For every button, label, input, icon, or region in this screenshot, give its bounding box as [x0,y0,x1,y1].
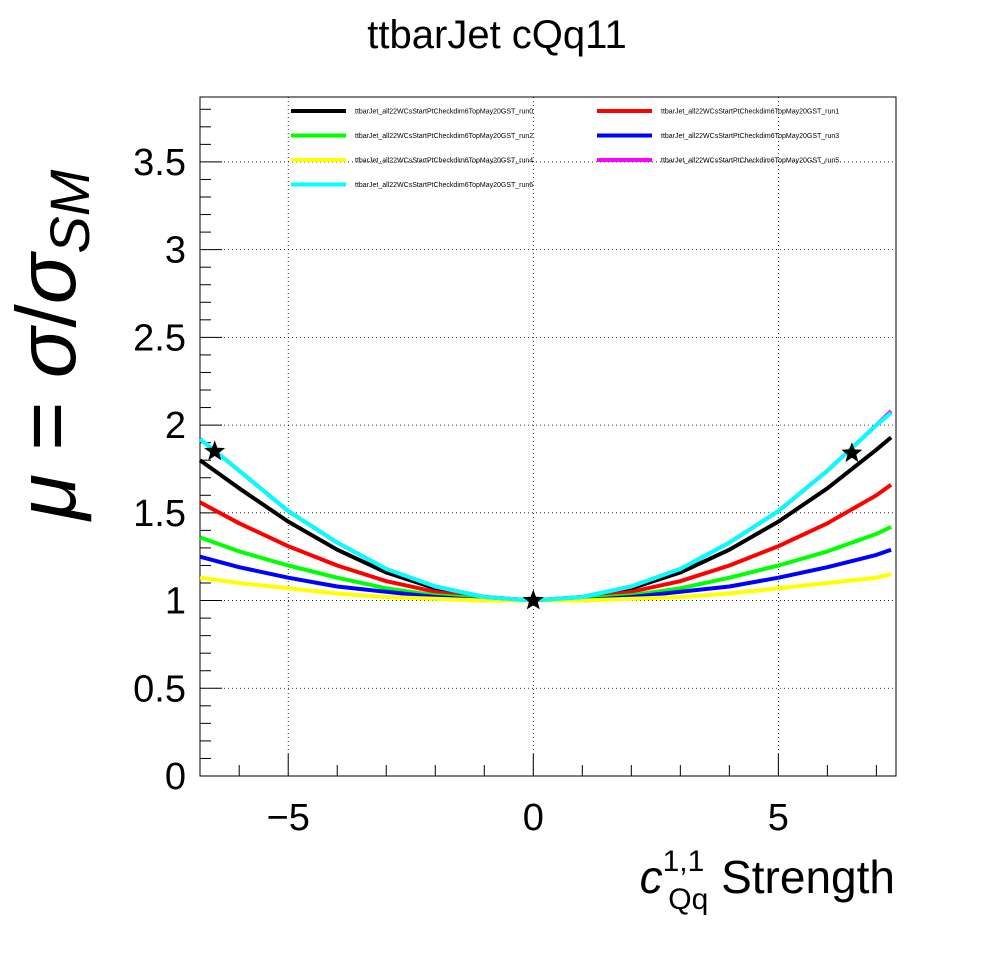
x-axis-superscript: 1,1 [663,845,705,878]
y-tick-label: 2.5 [133,317,186,359]
x-axis-label: c1,1 Qq Strength [640,845,895,916]
x-tick-label: 0 [523,797,544,839]
y-axis-equals: = [0,378,93,474]
series-group [198,409,893,603]
legend-label: ttbarJet_all22WCsStartPtCheckdim6TopMay2… [661,133,839,140]
star-marker [841,442,863,463]
y-axis-sigma: σ [0,324,93,378]
y-tick-label: 3.5 [133,142,186,184]
legend-label: ttbarJet_all22WCsStartPtCheckdim6TopMay2… [355,158,533,165]
legend-label: ttbarJet_all22WCsStartPtCheckdim6TopMay2… [661,109,839,116]
svg-text:μ = σ/σSM: μ = σ/σSM [0,169,101,522]
x-axis-suffix: Strength [708,851,895,903]
series-line [199,547,892,603]
legend-label: ttbarJet_all22WCsStartPtCheckdim6TopMay2… [355,109,533,116]
grid [200,97,896,776]
series-line [199,572,892,603]
y-axis-subscript: SM [38,169,101,253]
star-marker [204,440,226,461]
y-tick-label: 0 [165,756,186,798]
chart-title: ttbarJet cQq11 [367,13,626,57]
legend-label: ttbarJet_all22WCsStartPtCheckdim6TopMay2… [661,158,839,165]
y-axis-label: μ = σ/σSM [0,169,101,522]
legend-label: ttbarJet_all22WCsStartPtCheckdim6TopMay2… [355,133,533,140]
x-axis-symbol: c [640,851,663,903]
marker-group [204,440,863,610]
x-axis-subscript: Qq [668,883,708,916]
y-tick-label: 1.5 [133,493,186,535]
star-marker [522,589,544,610]
y-tick-label: 0.5 [133,668,186,710]
y-axis-sigma2: σ [0,250,93,304]
y-tick-label: 3 [165,230,186,272]
plot-frame [199,96,897,777]
y-axis-slash: / [0,304,93,328]
axes [199,96,897,777]
x-tick-label: −5 [267,797,310,839]
series-line [198,411,893,603]
y-axis-mu: μ [0,474,93,522]
y-tick-label: 1 [165,581,186,623]
tick-labels: −5 0 5 0 0.5 1 1.5 2 2.5 3 3.5 [133,142,789,839]
x-tick-label: 5 [768,797,789,839]
legend-label: ttbarJet_all22WCsStartPtCheckdim6TopMay2… [355,182,533,189]
legend: ttbarJet_all22WCsStartPtCheckdim6TopMay2… [291,109,839,189]
y-tick-label: 2 [165,405,186,447]
